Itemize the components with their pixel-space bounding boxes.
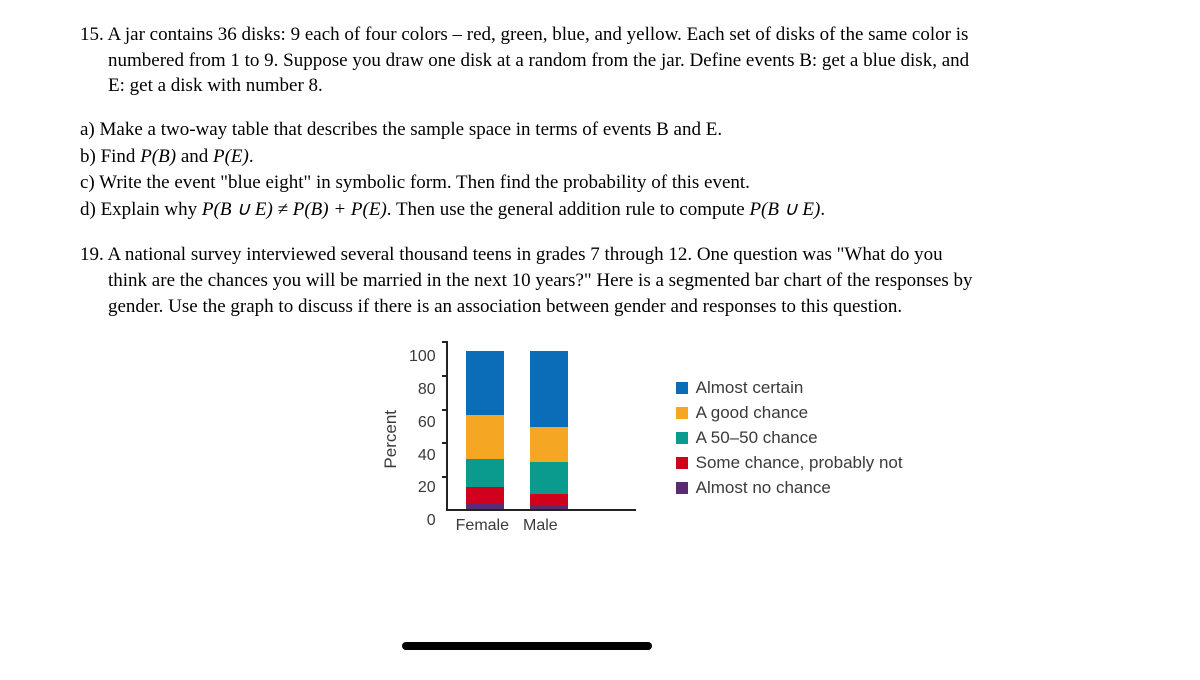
plot-area xyxy=(446,341,636,511)
seg-good-chance xyxy=(530,427,568,462)
seg-fifty-fifty xyxy=(466,459,504,487)
ytick: 0 xyxy=(427,513,436,529)
text: d) Explain why xyxy=(80,199,202,220)
math-pb: P(B) xyxy=(140,146,176,167)
q19-line1: 19. A national survey interviewed severa… xyxy=(80,242,1140,268)
text: . Then use the general addition rule to … xyxy=(387,199,750,220)
y-axis-label: Percent xyxy=(380,410,403,469)
question-19-stem: 19. A national survey interviewed severa… xyxy=(80,242,1140,319)
legend-label: Almost certain xyxy=(696,377,804,400)
swatch-icon xyxy=(676,407,688,419)
segmented-bar-chart: Percent 100 80 60 40 20 0 xyxy=(380,341,1140,537)
legend-label: Some chance, probably not xyxy=(696,452,903,475)
math-pe: P(E) xyxy=(213,146,249,167)
seg-almost-certain xyxy=(530,351,568,427)
xlabel-female: Female xyxy=(456,515,509,537)
ytick: 60 xyxy=(418,415,436,431)
q15-line1: 15. A jar contains 36 disks: 9 each of f… xyxy=(80,22,1140,48)
q19-line2: think are the chances you will be marrie… xyxy=(80,268,1140,294)
seg-almost-certain xyxy=(466,351,504,414)
bar-female xyxy=(466,351,504,509)
text: . xyxy=(820,199,825,220)
text: . xyxy=(249,146,254,167)
seg-almost-none xyxy=(530,505,568,510)
x-axis-labels: Female Male xyxy=(446,515,636,537)
seg-good-chance xyxy=(466,415,504,459)
legend-item: Almost no chance xyxy=(676,477,903,500)
swatch-icon xyxy=(676,382,688,394)
bar-male xyxy=(530,351,568,509)
scroll-indicator[interactable] xyxy=(402,642,652,650)
q15-part-b: b) Find P(B) and P(E). xyxy=(80,144,1140,170)
ytick: 20 xyxy=(418,480,436,496)
seg-fifty-fifty xyxy=(530,462,568,494)
legend-item: Almost certain xyxy=(676,377,903,400)
math-rhs: P(B ∪ E) xyxy=(749,199,820,220)
text: and xyxy=(176,146,213,167)
swatch-icon xyxy=(676,457,688,469)
ytick: 40 xyxy=(418,448,436,464)
q15-part-a: a) Make a two-way table that describes t… xyxy=(80,117,1140,143)
legend-label: Almost no chance xyxy=(696,477,831,500)
text: b) Find xyxy=(80,146,140,167)
q15-line3: E: get a disk with number 8. xyxy=(80,73,1140,99)
swatch-icon xyxy=(676,482,688,494)
swatch-icon xyxy=(676,432,688,444)
ytick: 80 xyxy=(418,382,436,398)
plot-column: Female Male xyxy=(446,341,636,537)
legend-item: A 50–50 chance xyxy=(676,427,903,450)
legend-item: A good chance xyxy=(676,402,903,425)
question-15-stem: 15. A jar contains 36 disks: 9 each of f… xyxy=(80,22,1140,99)
ytick: 100 xyxy=(409,349,436,365)
question-15-parts: a) Make a two-way table that describes t… xyxy=(80,117,1140,223)
chart-legend: Almost certain A good chance A 50–50 cha… xyxy=(676,377,903,502)
legend-label: A 50–50 chance xyxy=(696,427,818,450)
q15-part-c: c) Write the event "blue eight" in symbo… xyxy=(80,170,1140,196)
seg-some-chance xyxy=(466,487,504,503)
y-axis-ticks: 100 80 60 40 20 0 xyxy=(409,349,440,529)
q15-part-d: d) Explain why P(B ∪ E) ≠ P(B) + P(E). T… xyxy=(80,197,1140,223)
q19-line3: gender. Use the graph to discuss if ther… xyxy=(80,294,1140,320)
legend-label: A good chance xyxy=(696,402,808,425)
seg-some-chance xyxy=(530,494,568,505)
q15-line2: numbered from 1 to 9. Suppose you draw o… xyxy=(80,48,1140,74)
xlabel-male: Male xyxy=(523,515,558,537)
legend-item: Some chance, probably not xyxy=(676,452,903,475)
math-lhs: P(B ∪ E) ≠ P(B) + P(E) xyxy=(202,199,387,220)
seg-almost-none xyxy=(466,503,504,509)
